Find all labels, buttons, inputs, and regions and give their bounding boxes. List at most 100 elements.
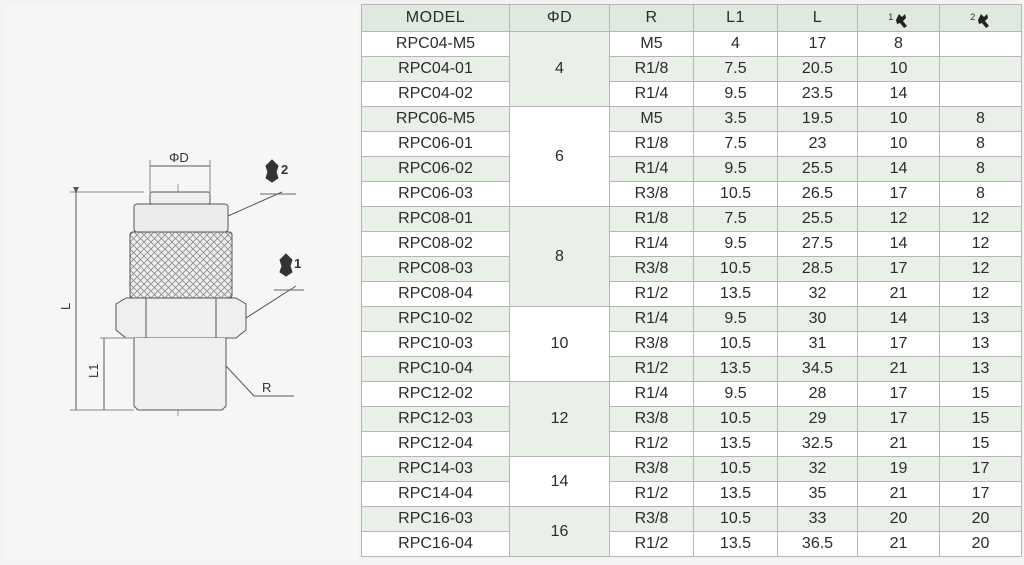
cell-r: R1/8 [609, 206, 694, 232]
cell-pd: 14 [509, 456, 610, 507]
cell-wrench-1: 19 [857, 456, 940, 482]
dim-r-label: R [262, 380, 271, 395]
cell-model: RPC10-02 [361, 306, 510, 332]
table-row: RPC04-M5 4 M5 4 17 8 [361, 31, 1022, 107]
cell-l: 32 [777, 281, 858, 307]
cell-r: R1/2 [609, 281, 694, 307]
table-row: RPC10-04 R1/2 13.5 34.5 21 13 [361, 356, 1022, 382]
cell-model: RPC08-01 [361, 206, 510, 232]
table-row: RPC04-02 R1/4 9.5 23.5 14 [361, 81, 1022, 107]
cell-wrench-1: 21 [857, 431, 940, 457]
cell-l1: 10.5 [693, 256, 778, 282]
cell-wrench-1: 10 [857, 56, 940, 82]
table-row: RPC16-03 16 R3/8 10.5 33 20 20 [361, 506, 1022, 557]
cell-r: R1/2 [609, 356, 694, 382]
cell-l1: 4 [693, 31, 778, 57]
wrench-icon-2 [260, 159, 296, 195]
cell-model: RPC06-01 [361, 131, 510, 157]
cell-wrench-2: 17 [939, 456, 1022, 482]
cell-l: 20.5 [777, 56, 858, 82]
header-model: MODEL [361, 4, 510, 32]
table-row: RPC08-03 R3/8 10.5 28.5 17 12 [361, 256, 1022, 282]
cell-l: 26.5 [777, 181, 858, 207]
table-row: RPC14-04 R1/2 13.5 35 21 17 [361, 481, 1022, 507]
table-body: RPC04-M5 4 M5 4 17 8 RPC04-01 R1/8 7.5 20.5 10 RPC0… [361, 31, 1022, 557]
cell-model: RPC10-03 [361, 331, 510, 357]
cell-l: 31 [777, 331, 858, 357]
cell-wrench-1: 14 [857, 306, 940, 332]
cell-wrench-2: 13 [939, 306, 1022, 332]
cell-l1: 9.5 [693, 231, 778, 257]
cell-r: R3/8 [609, 256, 694, 282]
cell-wrench-2 [939, 31, 1022, 57]
cell-l1: 9.5 [693, 306, 778, 332]
cell-r: R1/2 [609, 431, 694, 457]
cell-wrench-1: 21 [857, 481, 940, 507]
cell-r: R1/2 [609, 531, 694, 557]
cell-wrench-2: 12 [939, 281, 1022, 307]
table-row: RPC04-01 R1/8 7.5 20.5 10 [361, 56, 1022, 82]
cell-l: 27.5 [777, 231, 858, 257]
header-pd: ΦD [509, 4, 610, 32]
wrench-icon [895, 14, 907, 28]
cell-model: RPC06-02 [361, 156, 510, 182]
cell-r: M5 [609, 106, 694, 132]
cell-l1: 10.5 [693, 506, 778, 532]
header-wrench-2: 2 [939, 4, 1022, 32]
cell-wrench-2: 12 [939, 206, 1022, 232]
cell-l: 28.5 [777, 256, 858, 282]
cell-r: M5 [609, 31, 694, 57]
cell-l1: 3.5 [693, 106, 778, 132]
cell-wrench-2: 12 [939, 231, 1022, 257]
cell-model: RPC10-04 [361, 356, 510, 382]
cell-model: RPC16-04 [361, 531, 510, 557]
cell-wrench-1: 21 [857, 531, 940, 557]
cell-wrench-1: 14 [857, 156, 940, 182]
cell-l: 23 [777, 131, 858, 157]
cell-model: RPC08-02 [361, 231, 510, 257]
cell-wrench-2: 15 [939, 431, 1022, 457]
cell-wrench-1: 8 [857, 31, 940, 57]
cell-pd: 8 [509, 206, 610, 307]
table-row: RPC10-02 10 R1/4 9.5 30 14 13 [361, 306, 1022, 382]
cell-wrench-2: 20 [939, 506, 1022, 532]
cell-model: RPC14-04 [361, 481, 510, 507]
cell-r: R1/4 [609, 81, 694, 107]
wrench-1-sup: 1 [888, 12, 894, 22]
table-row: RPC06-01 R1/8 7.5 23 10 8 [361, 131, 1022, 157]
header-l: L [777, 4, 858, 32]
cell-pd: 16 [509, 506, 610, 557]
cell-r: R3/8 [609, 456, 694, 482]
cell-wrench-2: 12 [939, 256, 1022, 282]
table-row: RPC12-02 12 R1/4 9.5 28 17 15 [361, 381, 1022, 457]
cell-l1: 7.5 [693, 131, 778, 157]
cell-l: 23.5 [777, 81, 858, 107]
cell-l: 25.5 [777, 156, 858, 182]
cell-r: R1/4 [609, 231, 694, 257]
table-row: RPC08-01 8 R1/8 7.5 25.5 12 12 [361, 206, 1022, 307]
cell-r: R1/2 [609, 481, 694, 507]
cell-r: R3/8 [609, 181, 694, 207]
cell-wrench-1: 17 [857, 331, 940, 357]
cell-pd: 4 [509, 31, 610, 107]
cell-pd: 6 [509, 106, 610, 207]
cell-l: 35 [777, 481, 858, 507]
dim-l1-label: L1 [86, 364, 101, 378]
cell-model: RPC04-02 [361, 81, 510, 107]
cell-wrench-2: 17 [939, 481, 1022, 507]
cell-wrench-1: 10 [857, 106, 940, 132]
cell-model: RPC06-03 [361, 181, 510, 207]
cell-model: RPC06-M5 [361, 106, 510, 132]
cell-wrench-1: 21 [857, 356, 940, 382]
cell-l1: 13.5 [693, 281, 778, 307]
cell-r: R1/4 [609, 306, 694, 332]
specification-table: MODEL ΦD R L1 L 1 2 [361, 4, 1022, 557]
cell-model: RPC08-03 [361, 256, 510, 282]
cell-l1: 9.5 [693, 81, 778, 107]
cell-wrench-2: 15 [939, 406, 1022, 432]
cell-l: 36.5 [777, 531, 858, 557]
cell-r: R1/8 [609, 56, 694, 82]
cell-wrench-1: 14 [857, 81, 940, 107]
cell-wrench-1: 14 [857, 231, 940, 257]
cell-r: R3/8 [609, 506, 694, 532]
